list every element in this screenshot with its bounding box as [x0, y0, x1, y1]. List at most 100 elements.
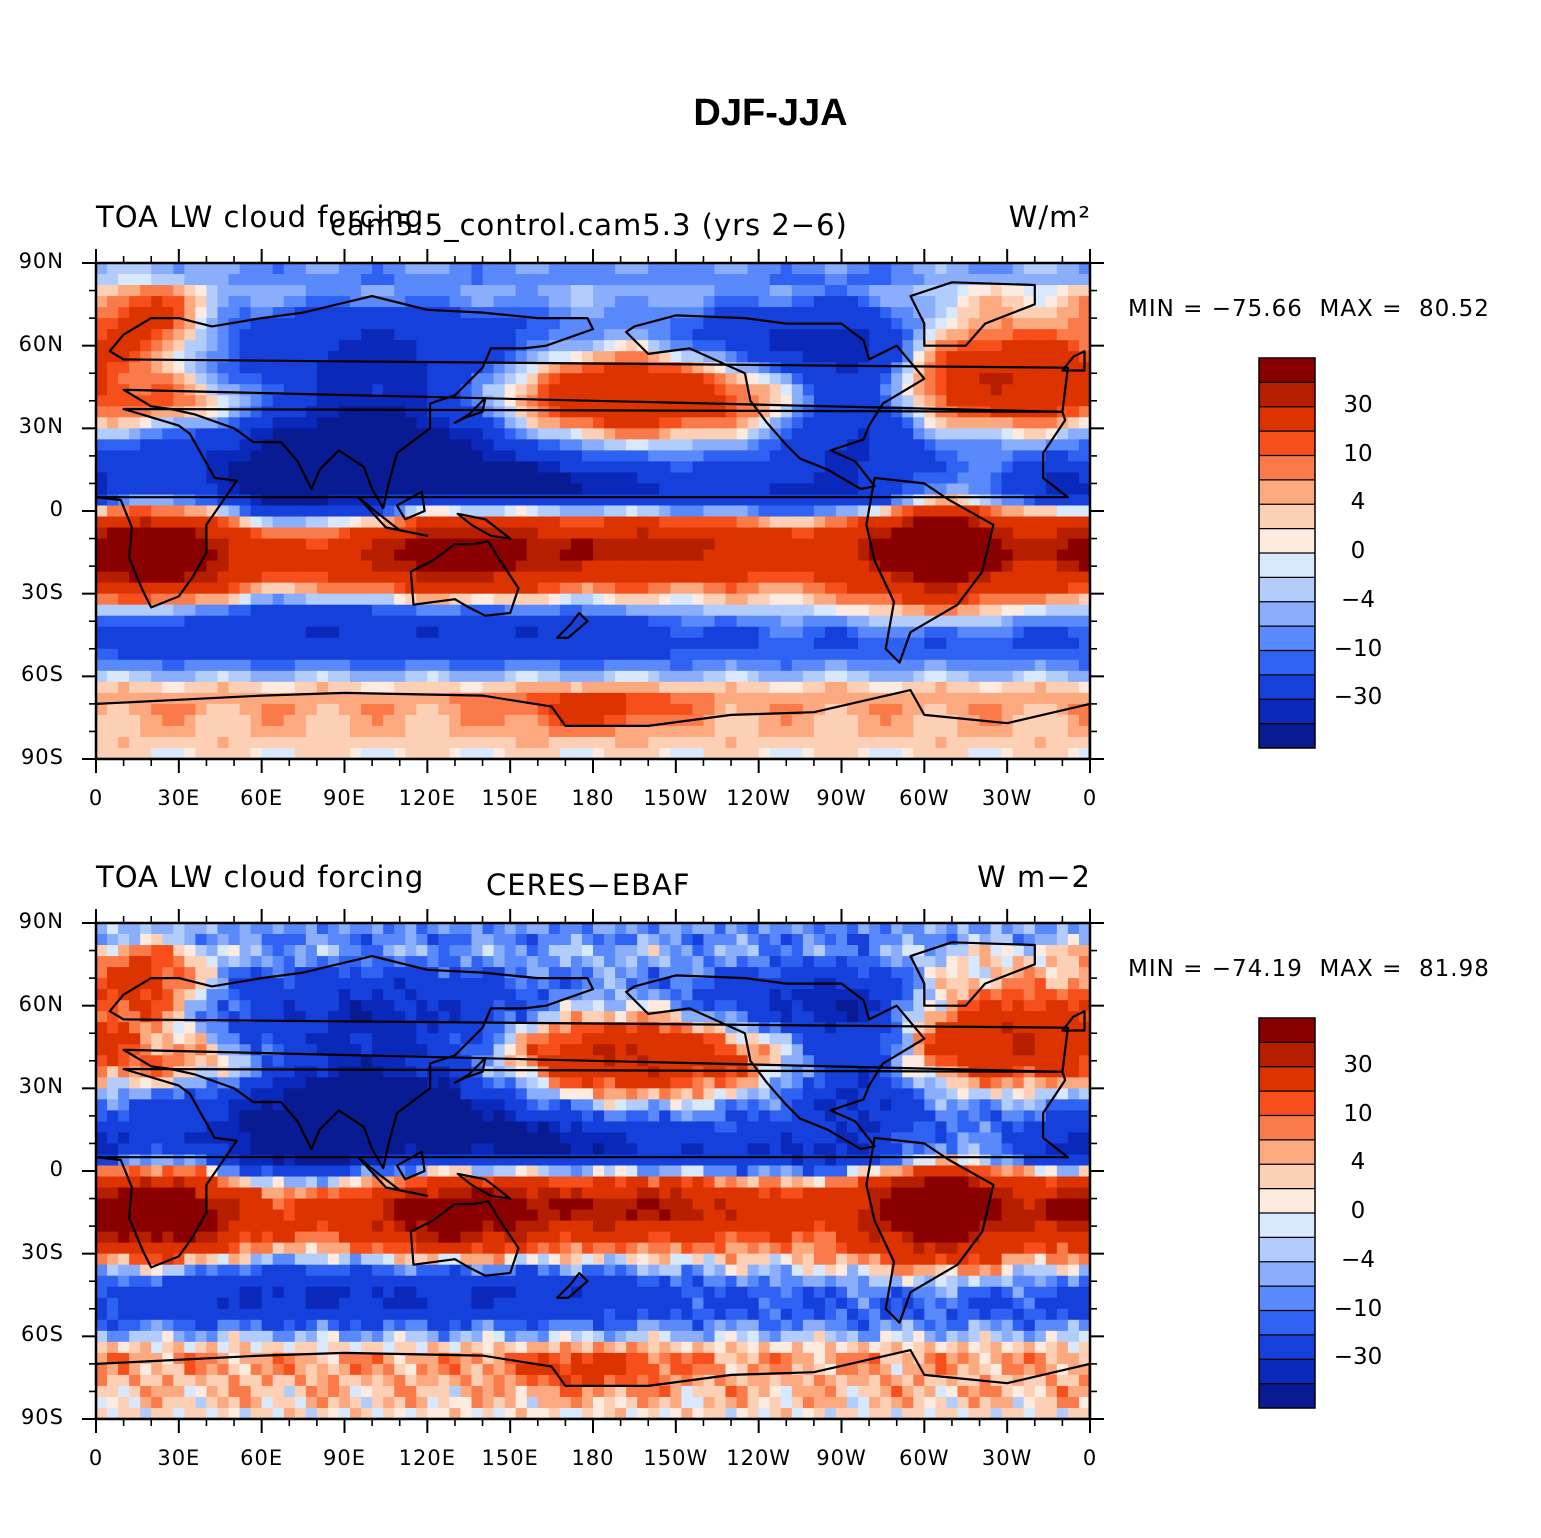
heatmap-cell [195, 1011, 208, 1023]
heatmap-cell [1023, 505, 1036, 518]
heatmap-cell [570, 527, 583, 540]
heatmap-cell [692, 604, 705, 617]
heatmap-cell [747, 560, 760, 573]
heatmap-cell [471, 560, 484, 573]
heatmap-cell [118, 1187, 130, 1200]
heatmap-cell [206, 318, 219, 330]
heatmap-cell [206, 670, 219, 683]
heatmap-cell [151, 472, 163, 485]
heatmap-cell [526, 483, 539, 496]
heatmap-cell [118, 351, 130, 363]
heatmap-cell [316, 648, 329, 661]
heatmap-cell [979, 494, 992, 507]
heatmap-cell [1034, 549, 1047, 562]
heatmap-cell [350, 472, 362, 485]
heatmap-cell [140, 714, 152, 727]
heatmap-cell [1078, 714, 1090, 727]
heatmap-cell [990, 637, 1003, 650]
heatmap-cell [1078, 373, 1090, 385]
heatmap-cell [692, 538, 705, 551]
heatmap-cell [1067, 329, 1080, 341]
heatmap-cell [692, 329, 705, 341]
heatmap-cell [1034, 659, 1047, 672]
heatmap-cell [526, 626, 539, 639]
heatmap-cell [537, 417, 550, 429]
heatmap-cell [637, 648, 649, 661]
heatmap-cell [736, 714, 749, 727]
heatmap-cell [250, 1176, 263, 1189]
heatmap-cell [847, 681, 859, 694]
heatmap-cell [184, 1121, 196, 1134]
heatmap-cell [350, 318, 362, 330]
heatmap-cell [791, 340, 804, 352]
heatmap-cell [305, 615, 318, 628]
heatmap-cell [162, 549, 174, 562]
heatmap-cell [957, 560, 970, 573]
x-tick-label: 0 [88, 786, 104, 810]
heatmap-cell [239, 1308, 252, 1321]
heatmap-cell [1056, 681, 1069, 694]
heatmap-cell [902, 494, 914, 507]
heatmap-cell [338, 648, 351, 661]
heatmap-cell [228, 1011, 241, 1023]
heatmap-cell [449, 560, 462, 573]
heatmap-cell [1001, 439, 1014, 451]
heatmap-cell [979, 571, 992, 584]
heatmap-cell [372, 296, 384, 308]
heatmap-cell [438, 637, 451, 650]
heatmap-cell [924, 461, 936, 474]
heatmap-cell [471, 648, 484, 661]
heatmap-cell [692, 747, 705, 759]
heatmap-cell [946, 714, 959, 727]
heatmap-cell [725, 494, 738, 507]
heatmap-cell [847, 263, 859, 275]
heatmap-cell [316, 736, 329, 749]
heatmap-cell [405, 692, 417, 705]
heatmap-cell [913, 527, 925, 540]
heatmap-cell [670, 461, 682, 474]
heatmap-cell [217, 725, 230, 738]
heatmap-cell [747, 703, 760, 716]
heatmap-cell [924, 494, 936, 507]
heatmap-cell [151, 527, 163, 540]
heatmap-cell [593, 263, 605, 275]
heatmap-cell [96, 923, 108, 935]
heatmap-cell [427, 428, 439, 440]
heatmap-cell [637, 373, 649, 385]
heatmap-cell [173, 648, 185, 661]
heatmap-cell [96, 945, 108, 957]
heatmap-cell [515, 626, 528, 639]
heatmap-cell [129, 1341, 141, 1354]
heatmap-cell [239, 1121, 252, 1134]
heatmap-cell [195, 1187, 208, 1200]
heatmap-cell [1023, 351, 1036, 363]
heatmap-cell [272, 747, 285, 759]
heatmap-cell [118, 626, 130, 639]
heatmap-cell [272, 516, 285, 529]
heatmap-cell [162, 1308, 174, 1321]
heatmap-cell [802, 659, 815, 672]
heatmap-cell [195, 1165, 208, 1178]
heatmap-cell [272, 351, 285, 363]
heatmap-cell [206, 648, 219, 661]
heatmap-cell [1067, 670, 1080, 683]
heatmap-cell [239, 637, 252, 650]
heatmap-cell [659, 417, 671, 429]
heatmap-cell [361, 395, 373, 407]
heatmap-cell [681, 725, 693, 738]
heatmap-cell [184, 571, 196, 584]
heatmap-cell [195, 967, 208, 979]
heatmap-cell [769, 461, 782, 474]
heatmap-cell [350, 274, 362, 286]
heatmap-cell [151, 1099, 163, 1111]
heatmap-cell [140, 945, 152, 957]
heatmap-cell [935, 461, 948, 474]
heatmap-cell [184, 978, 196, 990]
heatmap-cell [449, 450, 462, 462]
heatmap-cell [891, 626, 903, 639]
heatmap-cell [659, 736, 671, 749]
heatmap-cell [206, 1176, 219, 1189]
heatmap-cell [835, 483, 848, 496]
heatmap-cell [659, 461, 671, 474]
heatmap-cell [206, 725, 219, 738]
